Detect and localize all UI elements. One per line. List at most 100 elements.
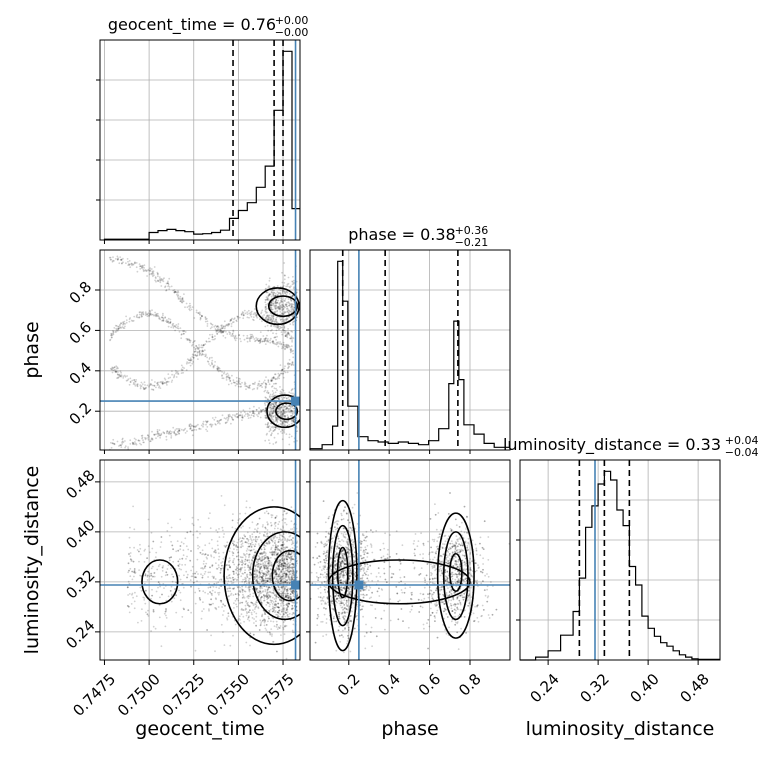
sample-point bbox=[274, 604, 276, 607]
sample-point bbox=[202, 608, 205, 610]
sample-point bbox=[238, 334, 240, 337]
sample-point bbox=[252, 336, 255, 339]
sample-point bbox=[134, 380, 137, 383]
sample-point bbox=[242, 615, 245, 618]
sample-point bbox=[281, 541, 284, 544]
sample-point bbox=[111, 367, 114, 370]
sample-point bbox=[292, 407, 295, 410]
sample-point bbox=[165, 571, 168, 574]
sample-point bbox=[287, 332, 290, 335]
sample-point bbox=[286, 346, 289, 349]
sample-point bbox=[171, 370, 173, 372]
sample-point bbox=[273, 409, 275, 411]
sample-point bbox=[223, 371, 226, 373]
sample-point bbox=[284, 572, 287, 575]
sample-point bbox=[274, 382, 277, 385]
sample-point bbox=[129, 317, 132, 319]
sample-point bbox=[137, 621, 139, 624]
sample-point bbox=[277, 611, 280, 614]
sample-point bbox=[266, 298, 268, 301]
sample-point bbox=[269, 408, 272, 410]
sample-point bbox=[127, 446, 129, 448]
sample-point bbox=[285, 405, 287, 408]
histogram-phase bbox=[309, 260, 510, 450]
sample-point bbox=[156, 433, 159, 435]
sample-point bbox=[281, 544, 284, 547]
sample-point bbox=[214, 551, 217, 553]
sample-point bbox=[199, 551, 202, 554]
sample-point bbox=[116, 440, 119, 443]
sample-point bbox=[277, 341, 279, 344]
sample-point bbox=[273, 405, 276, 408]
sample-point bbox=[255, 540, 258, 543]
sample-point bbox=[288, 304, 290, 307]
sample-point bbox=[239, 589, 241, 592]
sample-point bbox=[286, 582, 288, 585]
sample-point bbox=[291, 405, 293, 408]
sample-point bbox=[284, 415, 286, 417]
sample-point bbox=[235, 555, 238, 558]
sample-point bbox=[251, 562, 253, 564]
sample-point bbox=[251, 382, 254, 385]
sample-point bbox=[290, 410, 293, 412]
sample-point bbox=[174, 369, 177, 372]
sample-point bbox=[246, 566, 249, 568]
sample-point bbox=[216, 544, 219, 547]
sample-point bbox=[176, 291, 179, 294]
sample-point bbox=[128, 383, 131, 386]
sample-point bbox=[167, 380, 170, 383]
sample-point bbox=[284, 573, 287, 576]
sample-point bbox=[256, 590, 258, 593]
sample-point bbox=[201, 315, 204, 317]
sample-point bbox=[206, 420, 209, 423]
sample-point bbox=[127, 594, 129, 596]
sample-point bbox=[284, 596, 287, 598]
sample-point bbox=[236, 605, 238, 608]
sample-point bbox=[158, 316, 161, 319]
sample-point bbox=[272, 294, 275, 297]
sample-point bbox=[216, 367, 219, 370]
sample-point bbox=[285, 595, 287, 597]
sample-point bbox=[166, 573, 169, 576]
sample-point bbox=[283, 561, 285, 564]
sample-point bbox=[259, 590, 262, 593]
sample-point bbox=[290, 608, 293, 610]
sample-point bbox=[278, 549, 281, 552]
sample-point bbox=[289, 578, 291, 581]
sample-point bbox=[257, 527, 259, 530]
sample-point bbox=[181, 298, 184, 301]
sample-point bbox=[283, 299, 286, 302]
sample-point bbox=[274, 549, 277, 552]
sample-point bbox=[291, 405, 294, 408]
sample-point bbox=[225, 330, 227, 333]
sample-point bbox=[150, 383, 153, 386]
sample-point bbox=[281, 414, 283, 417]
sample-point bbox=[194, 649, 197, 652]
sample-point bbox=[277, 575, 280, 578]
sample-point bbox=[235, 376, 238, 379]
sample-point bbox=[180, 368, 183, 371]
sample-point bbox=[280, 534, 283, 537]
sample-point bbox=[285, 555, 288, 558]
sample-point bbox=[280, 312, 283, 315]
sample-point bbox=[154, 311, 157, 314]
sample-point bbox=[281, 438, 284, 441]
sample-point bbox=[286, 589, 288, 591]
sample-point bbox=[165, 382, 168, 385]
sample-point bbox=[276, 309, 279, 312]
sample-point bbox=[112, 369, 115, 372]
sample-point bbox=[260, 382, 263, 385]
sample-point bbox=[183, 367, 186, 369]
sample-point bbox=[274, 426, 276, 429]
sample-point bbox=[229, 320, 232, 323]
sample-point bbox=[280, 586, 283, 588]
sample-point bbox=[149, 312, 152, 315]
sample-point bbox=[175, 550, 178, 553]
sample-points bbox=[126, 495, 299, 660]
sample-point bbox=[179, 628, 181, 631]
sample-point bbox=[258, 558, 261, 561]
sample-point bbox=[292, 570, 295, 573]
sample-point bbox=[187, 609, 190, 611]
sample-point bbox=[279, 289, 282, 292]
sample-point bbox=[236, 548, 238, 551]
